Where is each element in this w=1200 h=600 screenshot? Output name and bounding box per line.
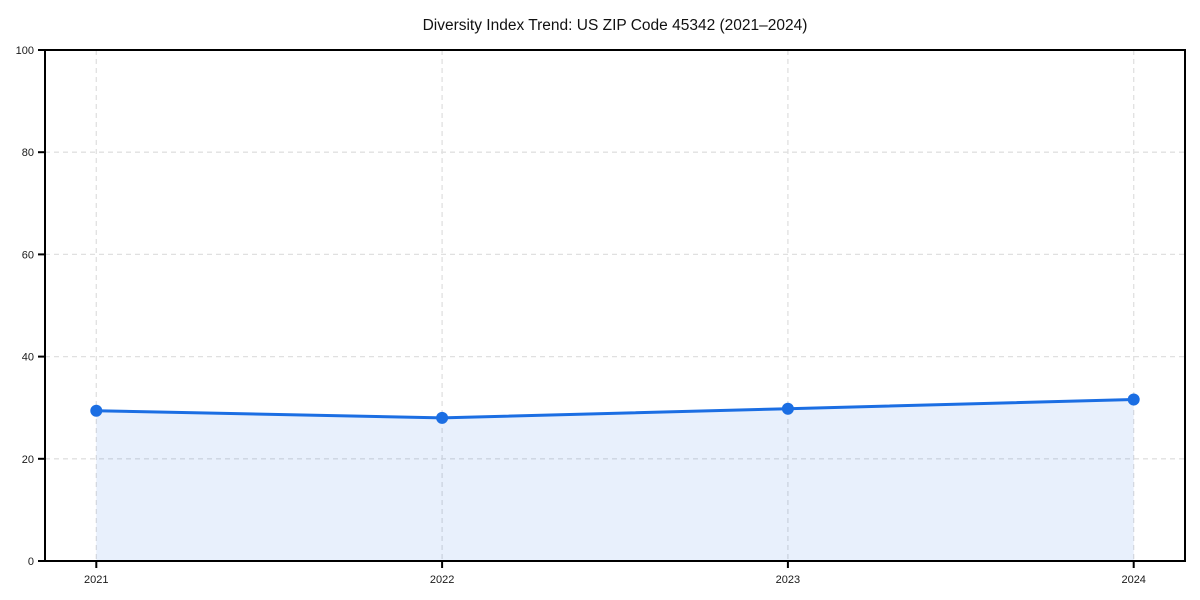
x-tick-label: 2022 [430, 574, 454, 586]
axes-spines [44, 49, 1186, 562]
trend-line [94, 398, 1136, 420]
y-tick-label: 60 [22, 249, 34, 261]
y-tick-label: 100 [16, 45, 34, 57]
x-tick-label: 2021 [84, 574, 108, 586]
data-point [90, 404, 103, 417]
x-tick-label: 2024 [1121, 574, 1145, 586]
data-point [1127, 393, 1140, 406]
vertical-gridlines [95, 50, 1135, 561]
chart-title: Diversity Index Trend: US ZIP Code 45342… [423, 17, 808, 34]
data-point-markers [90, 393, 1140, 424]
y-tick-label: 80 [22, 147, 34, 159]
series-line [94, 398, 1136, 420]
plot-border [44, 49, 1186, 562]
data-point [436, 411, 449, 424]
y-tick-label: 0 [28, 556, 34, 568]
tick-marks [38, 49, 1135, 568]
x-tick-label: 2023 [776, 574, 800, 586]
data-point [781, 402, 794, 415]
y-axis-tick-labels: 0 20 40 60 80 100 [16, 45, 34, 568]
y-tick-label: 20 [22, 454, 34, 466]
horizontal-gridlines [45, 151, 1185, 460]
area-fill [96, 399, 1134, 561]
y-tick-label: 40 [22, 352, 34, 364]
x-axis-tick-labels: 2021 2022 2023 2024 [84, 574, 1146, 586]
series-area [96, 399, 1134, 561]
